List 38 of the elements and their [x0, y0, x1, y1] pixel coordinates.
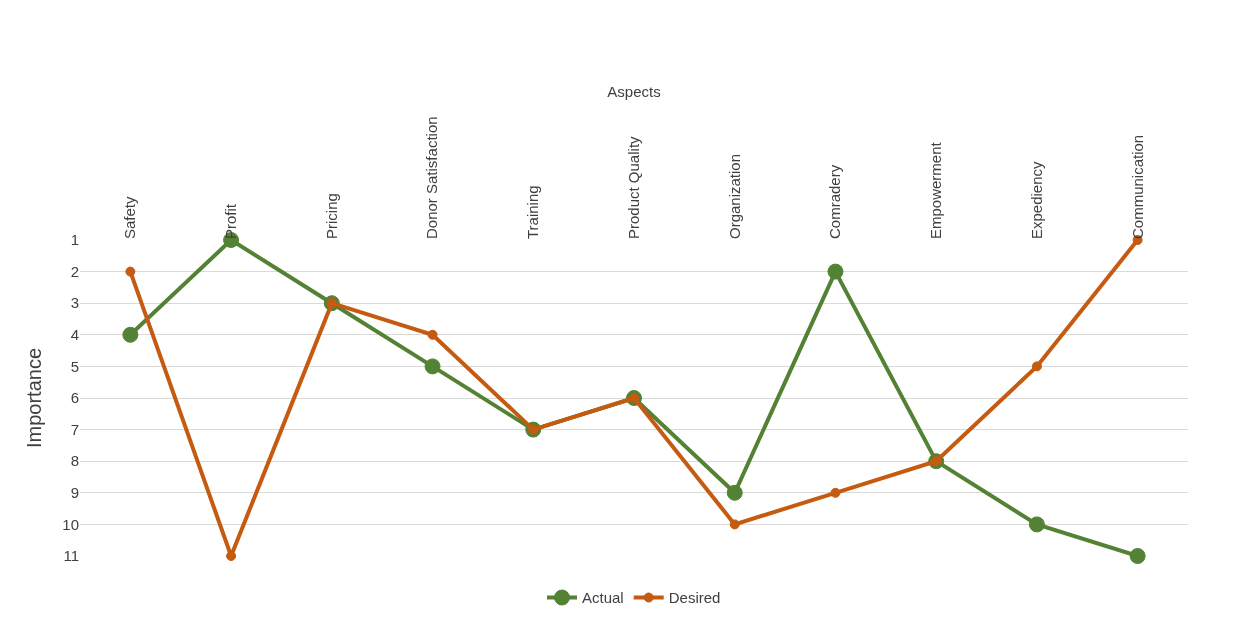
x-tick-label: Expediency	[1027, 160, 1045, 239]
y-tick-label: 10	[62, 515, 79, 533]
y-tick-label: 8	[70, 452, 79, 470]
y-tick-label: 2	[70, 262, 79, 280]
point	[122, 326, 139, 343]
x-tick-label: Donor Satisfaction	[423, 116, 441, 239]
y-tick-label: 7	[70, 420, 79, 438]
y-tick-label: 11	[63, 547, 79, 565]
point	[726, 484, 743, 501]
y-tick-label: 9	[70, 484, 79, 502]
point	[125, 266, 136, 277]
x-tick-label: Empowerment	[927, 141, 945, 239]
point	[830, 487, 841, 498]
y-tick-label: 5	[70, 357, 79, 375]
x-tick-label: Comradery	[826, 164, 844, 239]
point	[827, 263, 844, 280]
point	[729, 519, 740, 530]
x-tick-label: Organization	[725, 153, 743, 239]
y-axis-title: Importance	[22, 347, 45, 449]
x-tick-label: Communication	[1128, 134, 1146, 239]
x-tick-label: Profit	[221, 203, 239, 239]
x-axis-title: Aspects	[607, 82, 661, 100]
x-tick-label: Pricing	[322, 193, 340, 239]
legend-label: Actual	[582, 589, 624, 607]
x-tick-label: Training	[524, 185, 542, 239]
y-tick-label: 4	[70, 326, 79, 344]
point	[1028, 516, 1045, 533]
x-tick-label: Product Quality	[624, 135, 642, 239]
y-tick-label: 3	[70, 294, 79, 312]
legend-label: Desired	[668, 589, 721, 607]
point	[427, 329, 438, 340]
point	[424, 358, 441, 375]
point	[1031, 361, 1042, 372]
x-tick-label: Safety	[121, 195, 139, 239]
y-tick-label: 6	[70, 389, 79, 407]
point	[1129, 548, 1146, 564]
point	[226, 551, 237, 561]
y-tick-label: 1	[70, 231, 79, 249]
